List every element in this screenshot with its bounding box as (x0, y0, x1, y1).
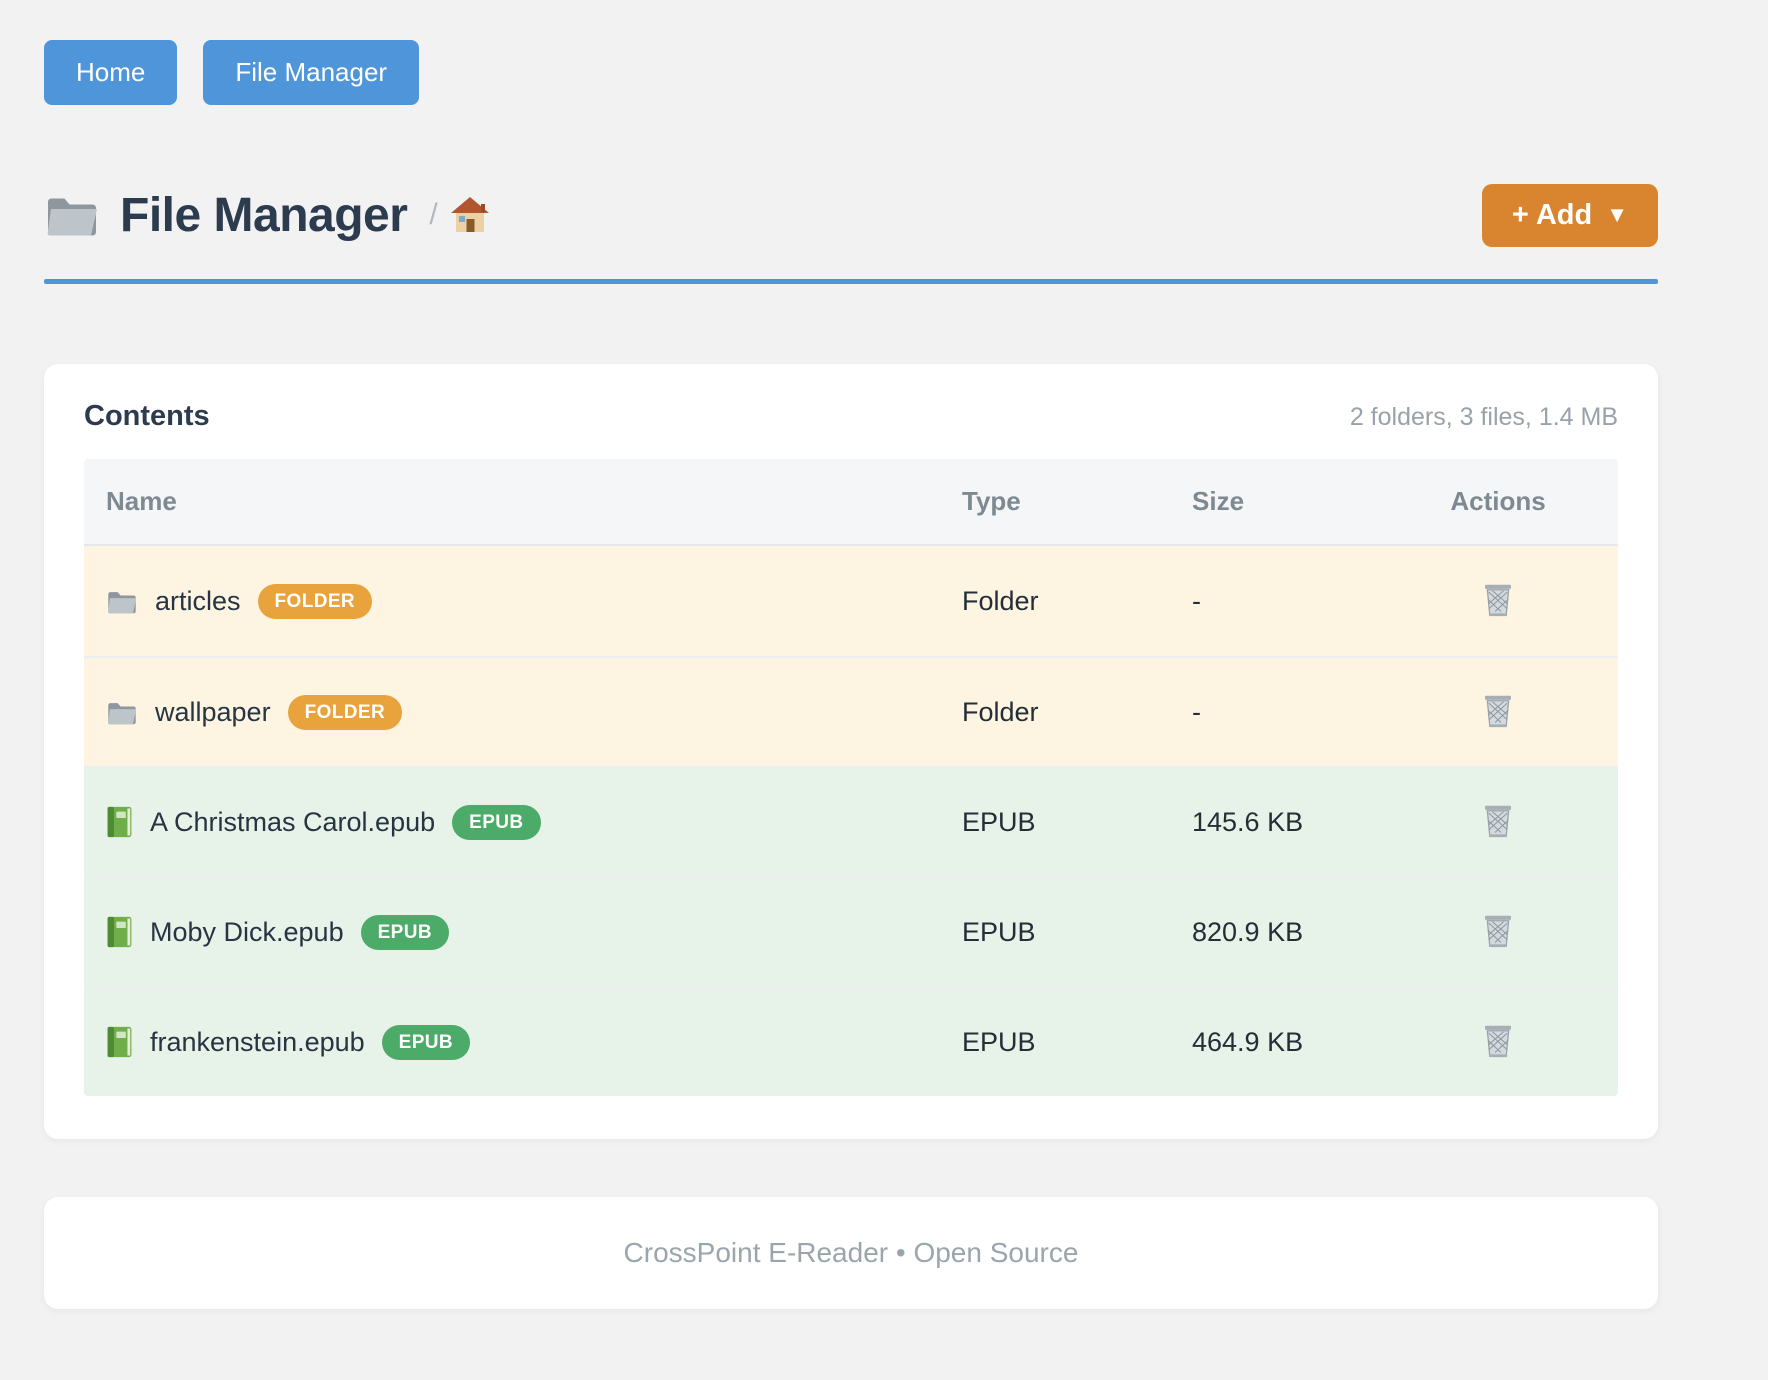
item-size: - (1192, 696, 1201, 727)
table-row: wallpaper FOLDER Folder - (84, 656, 1618, 766)
column-header-size: Size (1192, 486, 1245, 516)
table-row: articles FOLDER Folder - (84, 546, 1618, 656)
add-button-label: + Add (1511, 198, 1593, 231)
footer-card: CrossPoint E-Reader • Open Source (44, 1197, 1658, 1309)
table-body: articles FOLDER Folder - (84, 546, 1618, 1096)
delete-button[interactable] (1477, 577, 1519, 625)
trash-icon (1481, 802, 1515, 839)
trash-icon (1481, 692, 1515, 729)
title-row: File Manager / + Add ▼ (44, 167, 1658, 263)
item-type-badge: FOLDER (287, 694, 403, 730)
column-header-actions: Actions (1450, 486, 1546, 516)
trash-icon (1481, 912, 1515, 949)
item-type-badge: EPUB (360, 914, 449, 950)
title-main: File Manager (44, 188, 408, 243)
item-size: 145.6 KB (1192, 806, 1304, 837)
delete-button[interactable] (1477, 688, 1519, 736)
top-nav: Home File Manager (44, 40, 1658, 105)
table-row: A Christmas Carol.epub EPUB EPUB 145.6 K… (84, 766, 1618, 876)
trash-icon (1481, 581, 1515, 618)
footer-text: CrossPoint E-Reader • Open Source (623, 1237, 1079, 1268)
item-type: EPUB (962, 916, 1036, 947)
table-row: frankenstein.epub EPUB EPUB 464.9 KB (84, 986, 1618, 1096)
chevron-down-icon: ▼ (1606, 202, 1628, 227)
contents-header: Contents 2 folders, 3 files, 1.4 MB (84, 400, 1618, 433)
item-type-badge: EPUB (452, 804, 541, 840)
column-header-name: Name (106, 486, 177, 516)
home-icon[interactable] (450, 196, 490, 234)
contents-card: Contents 2 folders, 3 files, 1.4 MB Name… (44, 364, 1658, 1139)
delete-button[interactable] (1477, 798, 1519, 846)
item-type: Folder (962, 585, 1039, 616)
file-table: Name Type Size Actions (84, 459, 1618, 1096)
delete-button[interactable] (1477, 1018, 1519, 1066)
trash-icon (1481, 1022, 1515, 1059)
title-divider (44, 279, 1658, 284)
breadcrumb: / (429, 196, 489, 234)
home-button[interactable]: Home (44, 40, 178, 105)
add-button[interactable]: + Add ▼ (1481, 183, 1658, 247)
file-manager-button[interactable]: File Manager (203, 40, 420, 105)
page-title: File Manager (120, 188, 408, 242)
item-size: 820.9 KB (1192, 916, 1304, 947)
item-size: - (1192, 585, 1201, 616)
contents-summary: 2 folders, 3 files, 1.4 MB (1349, 403, 1618, 431)
table-header-row: Name Type Size Actions (84, 459, 1618, 546)
contents-heading: Contents (84, 400, 210, 432)
item-name-link[interactable]: articles (155, 585, 241, 616)
item-type-badge: EPUB (381, 1024, 471, 1060)
item-name-link[interactable]: wallpaper (155, 696, 271, 727)
folder-icon (106, 588, 138, 615)
book-icon (106, 916, 133, 948)
book-icon (106, 1026, 133, 1058)
folder-icon (106, 699, 138, 726)
item-type: EPUB (962, 806, 1036, 837)
item-type: EPUB (962, 1026, 1036, 1057)
breadcrumb-separator: / (429, 198, 438, 231)
table-row: Moby Dick.epub EPUB EPUB 820.9 KB (84, 876, 1618, 986)
column-header-type: Type (962, 486, 1021, 516)
folder-icon (44, 192, 100, 238)
item-size: 464.9 KB (1192, 1026, 1304, 1057)
item-name-link[interactable]: frankenstein.epub (150, 1026, 365, 1057)
item-name-link[interactable]: A Christmas Carol.epub (150, 806, 436, 837)
item-name-link[interactable]: Moby Dick.epub (150, 916, 344, 947)
delete-button[interactable] (1477, 908, 1519, 956)
book-icon (106, 806, 133, 838)
item-type-badge: FOLDER (257, 583, 373, 619)
item-type: Folder (962, 696, 1039, 727)
